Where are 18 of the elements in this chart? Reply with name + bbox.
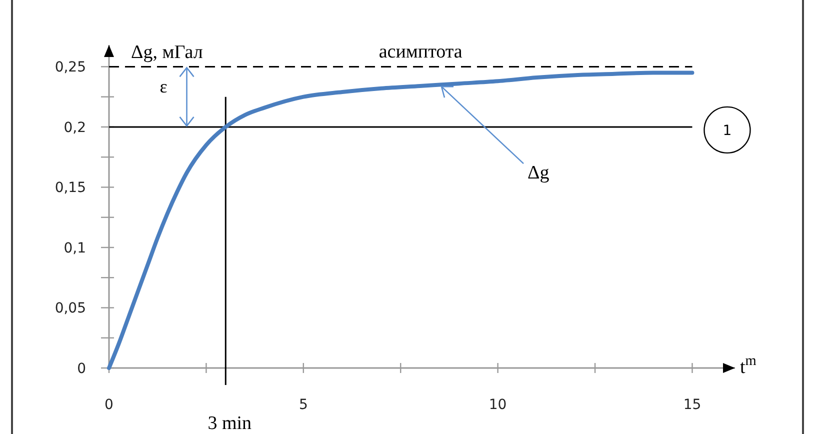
annotation: 1 [722,122,732,139]
line-series [107,70,694,370]
y-tick-label: 0,1 [64,240,86,256]
y-tick-label: 0,15 [54,180,86,196]
x-tick-label: 15 [683,397,702,413]
x-axis-title: t$^{m}$ [740,353,756,378]
ref-line-label: 3 min [208,413,252,434]
y-tick-label: 0,25 [54,60,86,76]
annotation: Δg [527,162,550,184]
y-tick-label: 0 [77,361,86,377]
y-axis-title: Δg, мГал [131,42,204,63]
y-tick-label: 0,05 [54,300,86,317]
x-tick-label: 10 [488,397,507,413]
ref-line-label: асимптота [378,42,463,63]
x-tick-label: 0 [104,397,114,413]
x-tick-label: 5 [298,397,308,413]
annotation: ε [160,76,168,97]
y-tick-label: 0,2 [64,120,86,136]
